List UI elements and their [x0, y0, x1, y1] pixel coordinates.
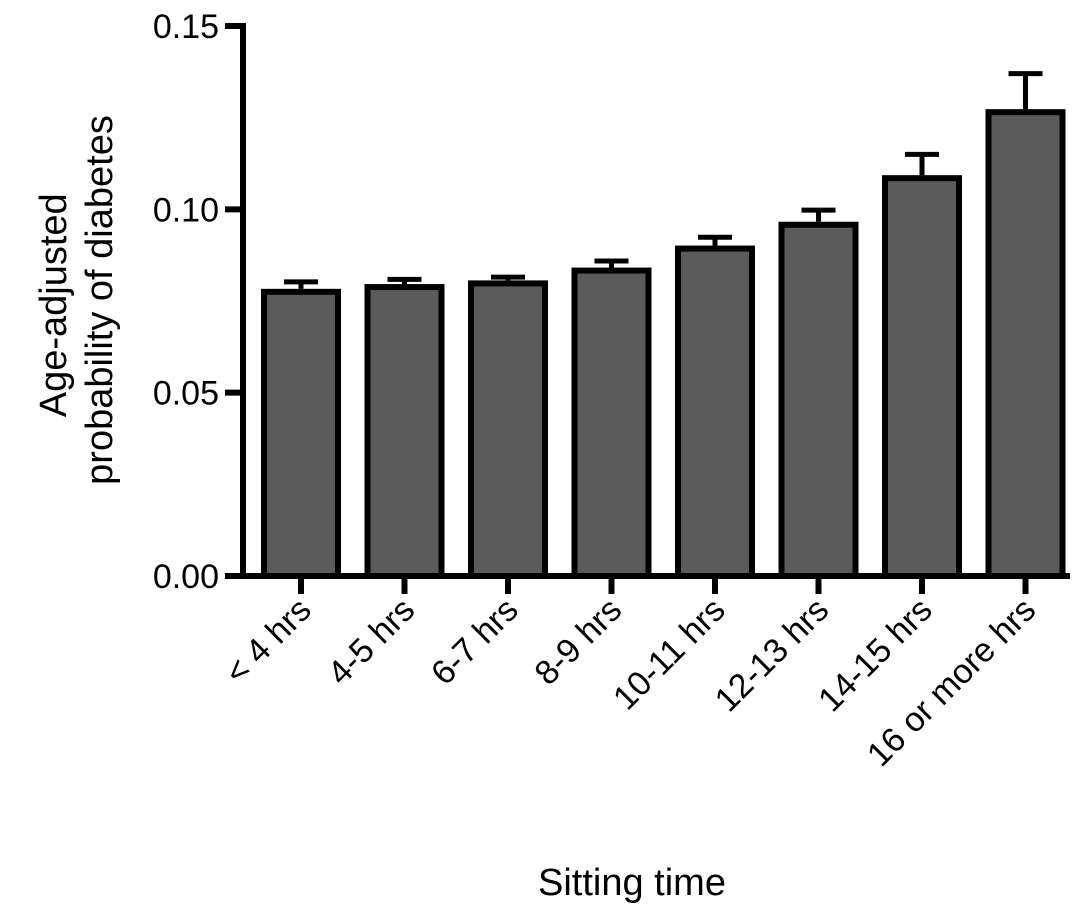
x-category-label: 12-13 hrs [708, 591, 836, 719]
bar [364, 284, 445, 579]
bar [675, 245, 755, 579]
y-axis-title-line-2: probability of diabetes [79, 115, 121, 485]
y-tick-label: 0.00 [153, 558, 219, 596]
error-bars-group [284, 71, 1043, 289]
y-tick-label: 0.10 [153, 191, 219, 229]
bar [985, 109, 1066, 580]
bar [882, 175, 962, 580]
bar [261, 288, 341, 579]
x-category-label: 4-5 hrs [320, 591, 422, 693]
bars-group [261, 109, 1066, 580]
x-category-label: 6-7 hrs [424, 591, 526, 693]
bar [468, 280, 548, 579]
y-axis-title: Age-adjusted probability of diabetes [33, 115, 121, 485]
bar [778, 221, 859, 579]
y-ticks-group: 0.00 0.05 0.10 0.15 [153, 8, 243, 596]
y-tick-label: 0.05 [153, 375, 219, 413]
bar [571, 267, 652, 579]
x-category-label: 8-9 hrs [527, 591, 629, 693]
y-tick-label: 0.15 [153, 8, 219, 46]
axes-group [240, 23, 1070, 579]
y-axis-title-line-1: Age-adjusted [33, 193, 75, 417]
x-category-label: < 4 hrs [218, 591, 319, 692]
x-axis-title: Sitting time [538, 862, 726, 904]
